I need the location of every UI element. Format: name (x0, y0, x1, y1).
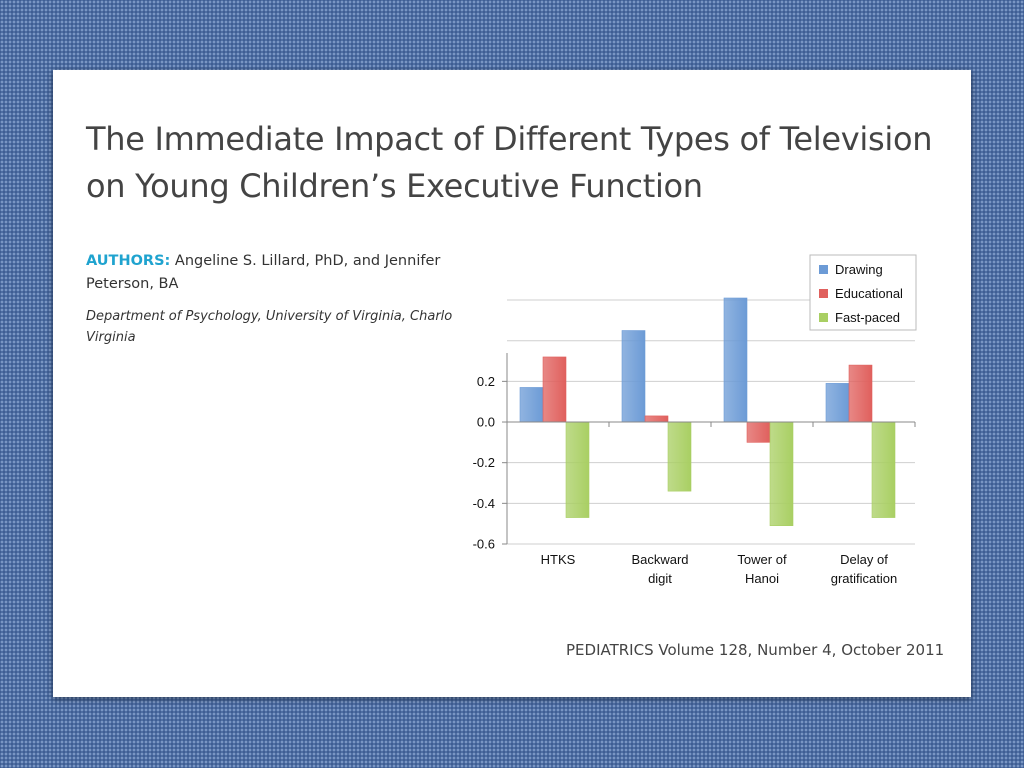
paper-title-line-1: The Immediate Impact of Different Types … (86, 120, 933, 158)
legend-swatch-fast-paced (819, 313, 828, 322)
y-tick-label: 0.2 (477, 374, 495, 389)
category-label: Tower of (737, 552, 787, 567)
bar-drawing-2 (723, 297, 748, 423)
bar-fast-paced-0 (565, 421, 590, 518)
authors-label: AUTHORS: (86, 253, 171, 269)
y-tick-label: -0.4 (473, 496, 495, 511)
department-affiliation: Department of Psychology, University of … (86, 309, 508, 345)
category-label: digit (648, 571, 672, 586)
category-label: HTKS (541, 552, 576, 567)
y-tick-label: -0.2 (473, 455, 495, 470)
authors-names: Angeline S. Lillard, PhD, and Jennifer P… (86, 253, 441, 292)
bar-fast-paced-1 (667, 421, 692, 492)
bar-fast-paced-2 (769, 421, 794, 527)
bar-drawing-3 (825, 383, 850, 423)
category-label: gratification (831, 571, 897, 586)
category-label: Hanoi (745, 571, 779, 586)
y-tick-label: 0.0 (477, 415, 495, 430)
category-label: Delay of (840, 552, 888, 567)
legend-label: Educational (835, 286, 903, 301)
journal-citation: PEDIATRICS Volume 128, Number 4, October… (566, 641, 945, 659)
legend-label: Drawing (835, 262, 883, 277)
category-label: Backward (631, 552, 688, 567)
legend-label: Fast-paced (835, 310, 900, 325)
bar-educational-2 (746, 421, 771, 443)
authors: AUTHORS: Angeline S. Lillard, PhD, and J… (86, 250, 466, 296)
bar-educational-3 (848, 364, 873, 423)
bar-fast-paced-3 (871, 421, 896, 518)
legend-swatch-drawing (819, 265, 828, 274)
bar-educational-1 (644, 415, 669, 423)
paper-title-line-2: on Young Children’s Executive Function (86, 167, 703, 205)
bar-chart: 0.2 0.0 -0.2 -0.4 -0.6 HTKS Backward digit Tower… (453, 248, 925, 593)
y-tick-label: -0.6 (473, 537, 495, 552)
bar-drawing-0 (519, 387, 544, 423)
bar-drawing-1 (621, 330, 646, 423)
paper-title: The Immediate Impact of Different Types … (86, 116, 956, 210)
slide: The Immediate Impact of Different Types … (53, 70, 971, 697)
bar-educational-0 (542, 356, 567, 423)
legend-swatch-educational (819, 289, 828, 298)
